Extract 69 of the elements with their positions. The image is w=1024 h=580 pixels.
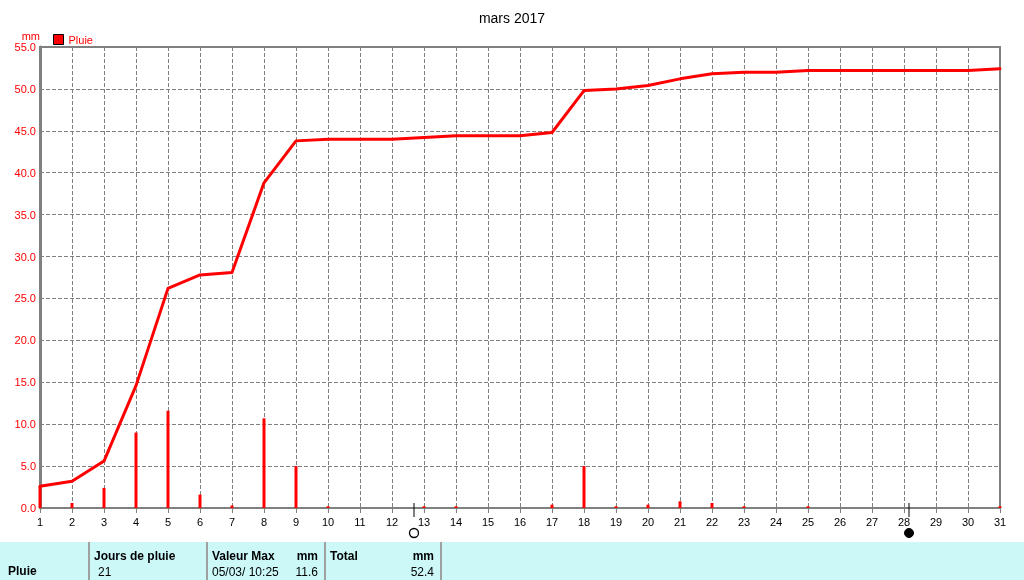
- bar: [198, 494, 202, 508]
- x-tick-label: 24: [769, 515, 783, 528]
- bar: [550, 504, 554, 508]
- y-tick-label: 50.0: [14, 82, 36, 95]
- text: 21: [98, 565, 112, 579]
- x-tick-label: 16: [513, 515, 527, 528]
- text: 11.6: [295, 565, 318, 579]
- y-tick-label: 0.0: [20, 502, 36, 514]
- bar: [646, 504, 650, 508]
- x-tick-label: 20: [641, 515, 655, 528]
- x-tick-label: 26: [833, 515, 847, 528]
- x-tick-label: 22: [705, 515, 719, 528]
- text: Jours de pluie: [94, 549, 176, 563]
- bar: [710, 502, 714, 508]
- bar: [70, 502, 74, 508]
- bar: [230, 505, 234, 508]
- bar: [262, 418, 266, 508]
- x-tick-label: 19: [609, 515, 623, 528]
- y-tick-label: 35.0: [14, 208, 36, 221]
- bar: [582, 466, 586, 508]
- bar: [102, 487, 106, 508]
- x-tick-label: 21: [673, 515, 687, 528]
- x-tick-label: 7: [228, 515, 236, 528]
- legend-label: Pluie: [68, 33, 93, 46]
- x-tick-label: 4: [132, 515, 140, 528]
- x-tick-label: 1: [36, 515, 44, 528]
- x-tick-label: 8: [260, 515, 268, 528]
- bar: [294, 466, 298, 508]
- x-tick-label: 18: [577, 515, 591, 528]
- x-tick-label: 10: [321, 515, 335, 528]
- y-tick-label: 15.0: [14, 376, 36, 389]
- text: 05/03/ 10:25: [212, 565, 279, 579]
- text: 52.4: [410, 565, 434, 579]
- y-tick-label: 20.0: [14, 334, 36, 347]
- bar: [166, 410, 170, 508]
- y-tick-label: 40.0: [14, 166, 36, 179]
- x-tick-label: 30: [961, 515, 975, 528]
- x-tick-label: 14: [449, 515, 463, 528]
- x-tick-label: 5: [164, 515, 172, 528]
- text: mm: [296, 549, 318, 563]
- text: Valeur Max: [212, 549, 275, 563]
- y-tick-label: 55.0: [14, 41, 36, 53]
- y-tick-label: 30.0: [14, 250, 36, 263]
- y-tick-label: 25.0: [14, 292, 36, 305]
- y-tick-label: 5.0: [20, 460, 36, 473]
- x-tick-label: 28: [897, 515, 911, 528]
- x-tick-label: 15: [481, 515, 495, 528]
- y-axis-title: mm: [21, 29, 40, 42]
- bar: [678, 501, 682, 508]
- text: mm: [412, 549, 434, 563]
- x-tick-label: 9: [292, 515, 300, 528]
- x-tick-label: 13: [417, 515, 431, 528]
- x-tick-label: 11: [354, 515, 366, 528]
- x-tick-label: 12: [385, 515, 399, 528]
- x-tick-label: 3: [100, 515, 108, 528]
- x-tick-label: 2: [68, 515, 76, 528]
- bar: [134, 432, 138, 508]
- x-tick-label: 23: [737, 515, 751, 528]
- text: Total: [330, 549, 358, 563]
- chart-title: mars 2017: [478, 10, 546, 26]
- text: Pluie: [8, 564, 37, 578]
- y-tick-label: 45.0: [14, 124, 36, 137]
- x-tick-label: 31: [993, 515, 1007, 528]
- x-tick-label: 25: [801, 515, 815, 528]
- x-tick-label: 17: [545, 515, 559, 528]
- x-tick-label: 27: [865, 515, 879, 528]
- y-tick-label: 10.0: [14, 418, 36, 431]
- x-tick-label: 6: [196, 515, 204, 528]
- x-tick-label: 29: [929, 515, 943, 528]
